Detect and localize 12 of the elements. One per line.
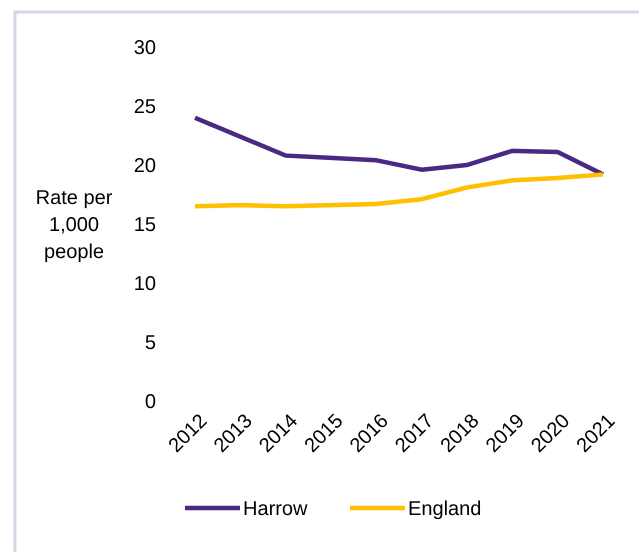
y-tick-label: 20 xyxy=(134,155,156,177)
y-tick-label: 0 xyxy=(144,391,156,413)
legend-label: England xyxy=(408,498,482,520)
y-tick-label: 25 xyxy=(134,96,156,118)
y-tick-label: 30 xyxy=(134,37,156,59)
y-tick-label: 15 xyxy=(134,214,156,236)
y-tick-label: 5 xyxy=(144,332,156,354)
line-series xyxy=(192,172,606,209)
legend-label: Harrow xyxy=(243,498,308,520)
y-tick-label: 10 xyxy=(134,273,156,295)
line-series xyxy=(192,116,606,177)
y-axis-title: Rate per 1,000 people xyxy=(36,187,113,263)
